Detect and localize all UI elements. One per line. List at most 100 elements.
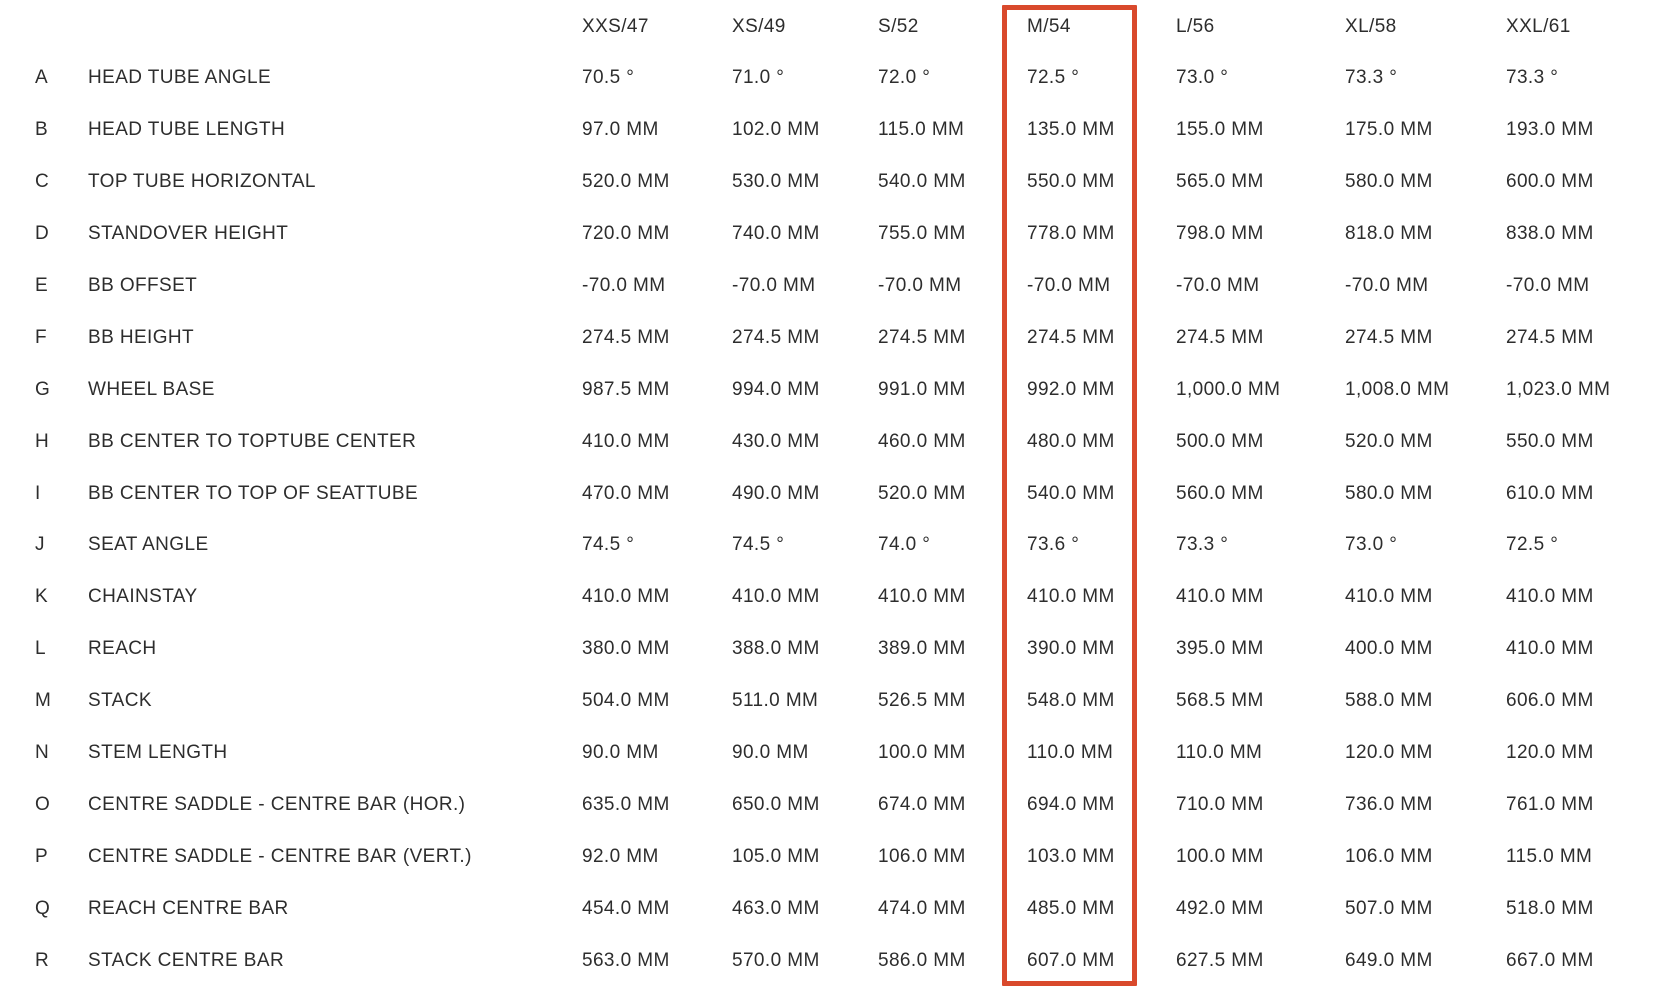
table-row: I BB CENTER TO TOP OF SEATTUBE 470.0 MM 4… [0,467,1680,519]
value-cell: 570.0 MM [732,950,820,970]
value-cell: 106.0 MM [878,846,966,866]
table-row: K CHAINSTAY 410.0 MM 410.0 MM 410.0 MM 410.… [0,571,1680,623]
value-cell: 73.3 ° [1176,535,1229,555]
value-cell: 511.0 MM [732,691,819,711]
value-cell: 838.0 MM [1506,224,1594,244]
value-cell: 761.0 MM [1506,794,1594,814]
value-cell: 90.0 MM [732,743,809,763]
value-cell: 106.0 MM [1345,846,1433,866]
value-cell: 110.0 MM [1176,743,1263,763]
row-label: STEM LENGTH [88,743,228,763]
value-cell: 586.0 MM [878,950,966,970]
row-letter: N [35,743,50,763]
value-cell: 485.0 MM [1027,898,1115,918]
value-cell: 565.0 MM [1176,172,1264,192]
value-cell: 72.0 ° [878,68,931,88]
value-cell: 410.0 MM [732,587,820,607]
value-cell: 73.3 ° [1345,68,1398,88]
value-cell: 504.0 MM [582,691,670,711]
value-cell: 818.0 MM [1345,224,1433,244]
row-letter: H [35,431,50,451]
row-label: STANDOVER HEIGHT [88,224,289,244]
value-cell: 410.0 MM [1506,587,1594,607]
value-cell: 588.0 MM [1345,691,1433,711]
value-cell: 388.0 MM [732,639,820,659]
value-cell: -70.0 MM [582,276,666,295]
value-cell: 530.0 MM [732,172,820,192]
value-cell: 100.0 MM [878,743,966,763]
value-cell: 518.0 MM [1506,898,1594,918]
size-column-header-s[interactable]: S/52 [878,16,919,36]
row-letter: C [35,172,50,192]
value-cell: 492.0 MM [1176,898,1264,918]
size-column-header-xxs[interactable]: XXS/47 [582,16,649,36]
value-cell: 540.0 MM [1027,483,1115,503]
value-cell: 627.5 MM [1176,950,1264,970]
table-row: F BB HEIGHT 274.5 MM 274.5 MM 274.5 MM 274.… [0,311,1680,363]
table-row: C TOP TUBE HORIZONTAL 520.0 MM 530.0 MM 54… [0,156,1680,208]
row-letter: P [35,846,49,866]
value-cell: 778.0 MM [1027,224,1115,244]
value-cell: 115.0 MM [878,120,965,140]
value-cell: 120.0 MM [1506,743,1594,763]
table-row: D STANDOVER HEIGHT 720.0 MM 740.0 MM 755.0… [0,208,1680,260]
value-cell: 563.0 MM [582,950,670,970]
row-letter: I [35,483,41,503]
row-label: SEAT ANGLE [88,535,209,555]
row-label: CENTRE SADDLE - CENTRE BAR (HOR.) [88,794,466,814]
value-cell: 274.5 MM [878,327,966,347]
value-cell: -70.0 MM [1506,276,1590,295]
value-cell: 635.0 MM [582,794,670,814]
value-cell: 71.0 ° [732,68,785,88]
value-cell: 463.0 MM [732,898,820,918]
value-cell: 430.0 MM [732,431,820,451]
value-cell: 120.0 MM [1345,743,1433,763]
value-cell: 73.0 ° [1176,68,1229,88]
value-cell: 410.0 MM [582,431,670,451]
value-cell: 410.0 MM [1027,587,1115,607]
value-cell: 72.5 ° [1027,68,1080,88]
table-row: R STACK CENTRE BAR 563.0 MM 570.0 MM 586.0… [0,934,1680,986]
value-cell: 480.0 MM [1027,431,1115,451]
size-column-header-m[interactable]: M/54 [1027,16,1071,36]
value-cell: 580.0 MM [1345,483,1433,503]
value-cell: 410.0 MM [1506,639,1594,659]
value-cell: 580.0 MM [1345,172,1433,192]
value-cell: 97.0 MM [582,120,659,140]
value-cell: 560.0 MM [1176,483,1264,503]
row-label: BB HEIGHT [88,327,195,347]
size-column-header-xxl[interactable]: XXL/61 [1506,16,1571,36]
value-cell: 400.0 MM [1345,639,1433,659]
table-row: J SEAT ANGLE 74.5 ° 74.5 ° 74.0 ° 73.6 ° 73.… [0,519,1680,571]
row-letter: G [35,379,51,399]
value-cell: 395.0 MM [1176,639,1264,659]
value-cell: 274.5 MM [732,327,820,347]
value-cell: 490.0 MM [732,483,820,503]
value-cell: 994.0 MM [732,379,820,399]
size-column-header-l[interactable]: L/56 [1176,16,1215,36]
value-cell: 1,023.0 MM [1506,379,1611,399]
size-column-header-xs[interactable]: XS/49 [732,16,786,36]
value-cell: 274.5 MM [1506,327,1594,347]
value-cell: 74.5 ° [732,535,785,555]
value-cell: -70.0 MM [1176,276,1260,295]
value-cell: 474.0 MM [878,898,966,918]
table-row: H BB CENTER TO TOPTUBE CENTER 410.0 MM 43… [0,415,1680,467]
size-column-header-xl[interactable]: XL/58 [1345,16,1397,36]
value-cell: 410.0 MM [1176,587,1264,607]
value-cell: 73.0 ° [1345,535,1398,555]
value-cell: 550.0 MM [1027,172,1115,192]
value-cell: 550.0 MM [1506,431,1594,451]
row-letter: J [35,535,45,555]
row-label: STACK [88,691,152,711]
row-letter: L [35,639,46,659]
value-cell: 74.0 ° [878,535,931,555]
value-cell: 410.0 MM [582,587,670,607]
row-label: STACK CENTRE BAR [88,950,285,970]
value-cell: 740.0 MM [732,224,820,244]
value-cell: 600.0 MM [1506,172,1594,192]
row-label: REACH CENTRE BAR [88,898,289,918]
table-row: L REACH 380.0 MM 388.0 MM 389.0 MM 390.0 MM… [0,623,1680,675]
row-label: CENTRE SADDLE - CENTRE BAR (VERT.) [88,846,472,866]
value-cell: 454.0 MM [582,898,670,918]
